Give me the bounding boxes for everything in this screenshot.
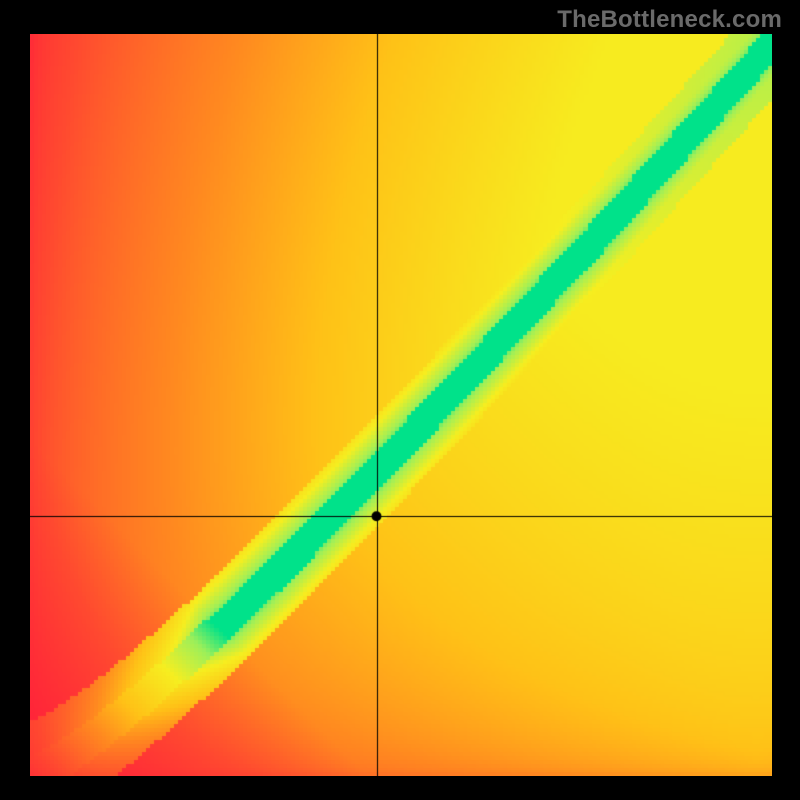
heatmap-canvas xyxy=(30,34,772,776)
figure-container: TheBottleneck.com xyxy=(0,0,800,800)
attribution-watermark: TheBottleneck.com xyxy=(557,6,782,34)
